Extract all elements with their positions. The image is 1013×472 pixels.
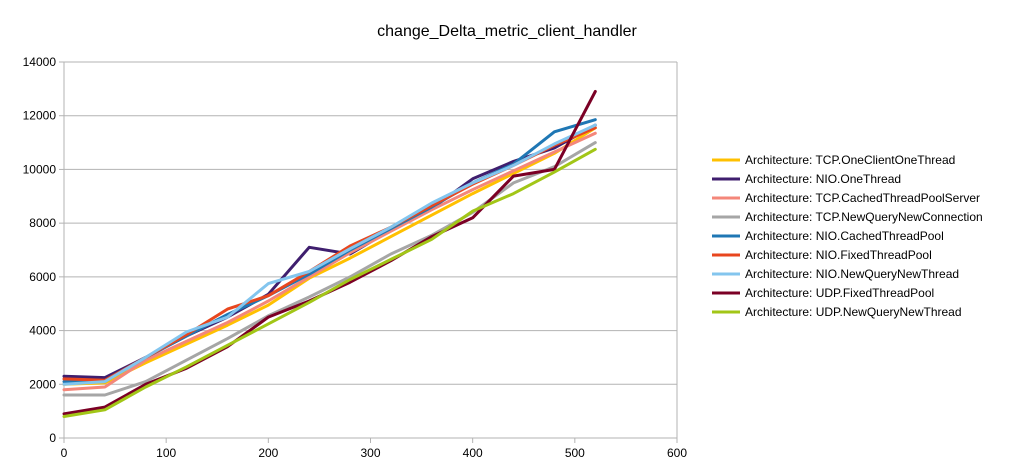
- x-tick-label: 400: [463, 446, 483, 460]
- x-tick-label: 0: [61, 446, 68, 460]
- chart-title: change_Delta_metric_client_handler: [377, 23, 637, 40]
- x-tick-label: 100: [156, 446, 176, 460]
- x-axis-ticks: 0 100 200 300 400 500 600: [61, 438, 687, 460]
- y-tick-label: 10000: [23, 162, 57, 176]
- legend-label: Architecture: NIO.FixedThreadPool: [745, 248, 932, 262]
- legend-label: Architecture: TCP.NewQueryNewConnection: [745, 210, 983, 224]
- legend: Architecture: TCP.OneClientOneThread Arch…: [712, 153, 983, 319]
- series-lines: [62, 90, 597, 418]
- legend-label: Architecture: TCP.CachedThreadPoolServer: [745, 191, 980, 205]
- legend-label: Architecture: NIO.NewQueryNewThread: [745, 267, 959, 281]
- y-tick-label: 0: [49, 431, 56, 445]
- series-line: [62, 131, 597, 392]
- series-line: [62, 141, 597, 397]
- legend-label: Architecture: UDP.NewQueryNewThread: [745, 305, 962, 319]
- legend-label: Architecture: NIO.OneThread: [745, 172, 901, 186]
- legend-label: Architecture: NIO.CachedThreadPool: [745, 229, 944, 243]
- series-line: [62, 147, 597, 418]
- y-axis-ticks: 0 2000 4000 6000 8000 10000 12000 14000: [23, 55, 64, 445]
- x-tick-label: 600: [667, 446, 687, 460]
- y-tick-label: 14000: [23, 55, 57, 69]
- legend-label: Architecture: TCP.OneClientOneThread: [745, 153, 955, 167]
- x-tick-label: 200: [258, 446, 278, 460]
- x-tick-label: 300: [360, 446, 380, 460]
- gridlines: [64, 61, 677, 439]
- y-tick-label: 4000: [29, 324, 56, 338]
- y-tick-label: 2000: [29, 377, 56, 391]
- y-tick-label: 6000: [29, 270, 56, 284]
- x-tick-label: 500: [565, 446, 585, 460]
- legend-label: Architecture: UDP.FixedThreadPool: [745, 286, 934, 300]
- y-tick-label: 8000: [29, 216, 56, 230]
- series-line: [62, 126, 597, 386]
- y-tick-label: 12000: [23, 109, 57, 123]
- series-line: [62, 123, 597, 386]
